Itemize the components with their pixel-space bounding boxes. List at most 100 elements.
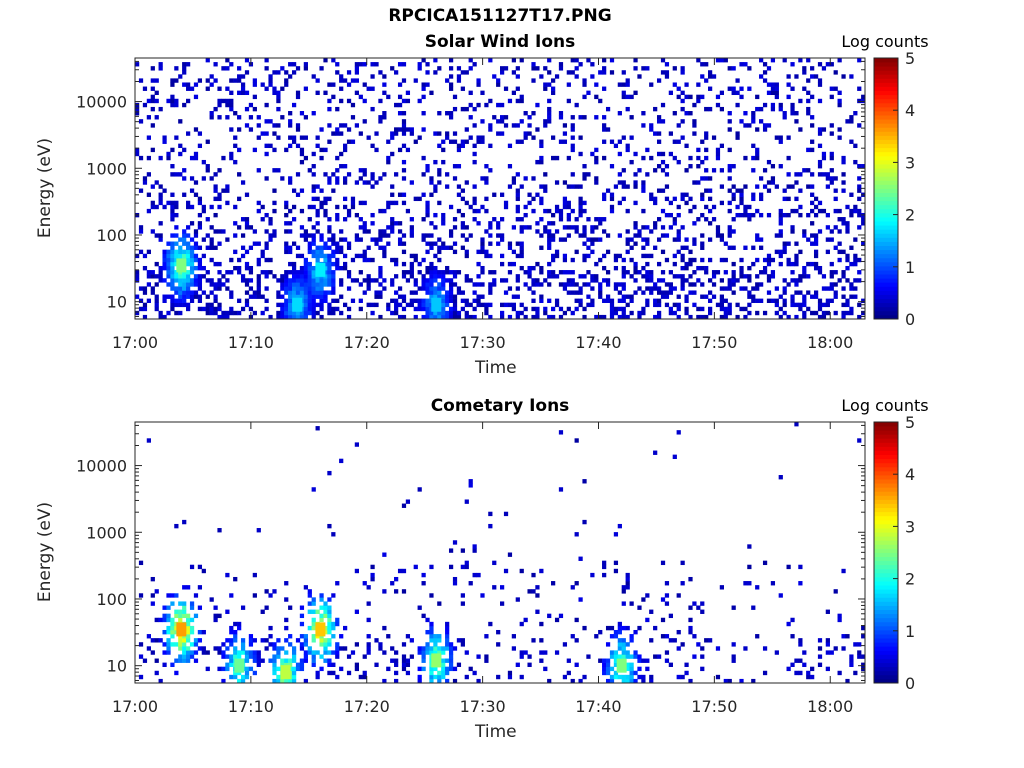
spectrogram-cell bbox=[339, 86, 344, 91]
spectrogram-cell bbox=[625, 106, 630, 112]
spectrogram-cell bbox=[248, 294, 254, 299]
spectrogram-cell bbox=[680, 192, 685, 197]
spectrogram-cell bbox=[327, 642, 332, 647]
spectrogram-cell bbox=[186, 249, 191, 255]
spectrogram-cell bbox=[837, 249, 842, 255]
spectrogram-cell bbox=[649, 192, 654, 197]
spectrogram-cell bbox=[853, 208, 858, 214]
spectrogram-cell bbox=[448, 290, 454, 295]
spectrogram-cell bbox=[299, 621, 305, 627]
spectrogram-cell bbox=[178, 143, 183, 149]
spectrogram-cell bbox=[700, 241, 705, 246]
colorbar-swatch bbox=[874, 94, 898, 100]
spectrogram-cell bbox=[401, 62, 407, 67]
spectrogram-cell bbox=[233, 674, 238, 680]
spectrogram-cell bbox=[625, 662, 630, 667]
spectrogram-cell bbox=[323, 290, 328, 295]
spectrogram-cell bbox=[731, 658, 736, 663]
spectrogram-cell bbox=[621, 82, 626, 87]
spectrogram-cell bbox=[178, 646, 183, 651]
spectrogram-cell bbox=[209, 290, 214, 295]
spectrogram-cell bbox=[594, 94, 599, 100]
spectrogram-cell bbox=[197, 646, 203, 651]
spectrogram-cell bbox=[401, 662, 407, 667]
spectrogram-cell bbox=[170, 634, 175, 639]
spectrogram-cell bbox=[209, 278, 214, 283]
spectrogram-cell bbox=[523, 176, 528, 181]
spectrogram-cell bbox=[476, 294, 481, 299]
spectrogram-cell bbox=[154, 90, 159, 96]
spectrogram-cell bbox=[586, 58, 591, 63]
spectrogram-cell bbox=[660, 102, 666, 108]
spectrogram-cell bbox=[861, 625, 866, 631]
spectrogram-cell bbox=[178, 658, 183, 663]
spectrogram-cell bbox=[519, 241, 524, 246]
spectrogram-cell bbox=[401, 270, 407, 275]
spectrogram-cell bbox=[429, 670, 434, 676]
spectrogram-cell bbox=[303, 290, 308, 295]
spectrogram-cell bbox=[189, 629, 195, 635]
spectrogram-cell bbox=[366, 650, 371, 655]
spectrogram-cell bbox=[574, 184, 579, 189]
spectrogram-cell bbox=[452, 225, 458, 230]
spectrogram-cell bbox=[790, 225, 795, 230]
spectrogram-cell bbox=[829, 168, 834, 173]
spectrogram-cell bbox=[782, 290, 787, 295]
spectrogram-cell bbox=[182, 642, 187, 647]
spectrogram-cell bbox=[260, 131, 265, 136]
spectrogram-cell bbox=[621, 70, 626, 75]
spectrogram-cell bbox=[841, 646, 846, 651]
spectrogram-cell bbox=[664, 581, 670, 586]
spectrogram-cell bbox=[182, 286, 187, 291]
spectrogram-cell bbox=[323, 298, 328, 303]
spectrogram-cell bbox=[268, 593, 273, 598]
spectrogram-cell bbox=[719, 143, 724, 149]
spectrogram-cell bbox=[598, 98, 603, 104]
spectrogram-cell bbox=[484, 229, 489, 234]
spectrogram-cell bbox=[668, 282, 673, 287]
spectrogram-cell bbox=[849, 294, 854, 299]
spectrogram-cell bbox=[150, 106, 155, 112]
spectrogram-cell bbox=[625, 237, 630, 242]
spectrogram-cell bbox=[307, 650, 312, 655]
spectrogram-cell bbox=[645, 253, 650, 259]
spectrogram-cell bbox=[264, 212, 269, 218]
colorbar-swatch bbox=[874, 487, 898, 492]
spectrogram-cell bbox=[594, 237, 599, 242]
spectrogram-cell bbox=[841, 286, 846, 291]
spectrogram-cell bbox=[209, 310, 214, 316]
spectrogram-cell bbox=[704, 78, 709, 83]
spectrogram-cell bbox=[810, 172, 815, 177]
spectrogram-cell bbox=[346, 212, 352, 218]
spectrogram-cell bbox=[680, 70, 685, 75]
spectrogram-cell bbox=[437, 290, 442, 295]
spectrogram-cell bbox=[331, 621, 336, 627]
spectrogram-cell bbox=[633, 172, 638, 177]
spectrogram-cell bbox=[193, 233, 199, 238]
spectrogram-cell bbox=[138, 78, 144, 83]
spectrogram-cell bbox=[170, 94, 175, 100]
spectrogram-cell bbox=[468, 204, 473, 210]
spectrogram-cell bbox=[668, 212, 673, 218]
spectrogram-cell bbox=[170, 172, 175, 177]
spectrogram-cell bbox=[735, 314, 740, 320]
spectrogram-cell bbox=[150, 650, 155, 655]
spectrogram-cell bbox=[217, 282, 222, 287]
spectrogram-cell bbox=[437, 131, 442, 136]
spectrogram-cell bbox=[468, 302, 473, 308]
spectrogram-cell bbox=[759, 270, 764, 275]
spectrogram-cell bbox=[366, 601, 371, 606]
spectrogram-cell bbox=[574, 662, 579, 667]
spectrogram-cell bbox=[539, 184, 544, 189]
spectrogram-cell bbox=[205, 278, 210, 283]
spectrogram-cell bbox=[441, 245, 446, 250]
spectrogram-cell bbox=[237, 196, 242, 202]
spectrogram-cell bbox=[291, 678, 297, 684]
spectrogram-cell bbox=[252, 294, 257, 299]
spectrogram-cell bbox=[688, 290, 693, 295]
spectrogram-cell bbox=[429, 274, 434, 279]
spectrogram-cell bbox=[452, 581, 458, 586]
spectrogram-cell bbox=[719, 286, 724, 291]
spectrogram-cell bbox=[539, 265, 544, 271]
spectrogram-cell bbox=[170, 233, 175, 238]
